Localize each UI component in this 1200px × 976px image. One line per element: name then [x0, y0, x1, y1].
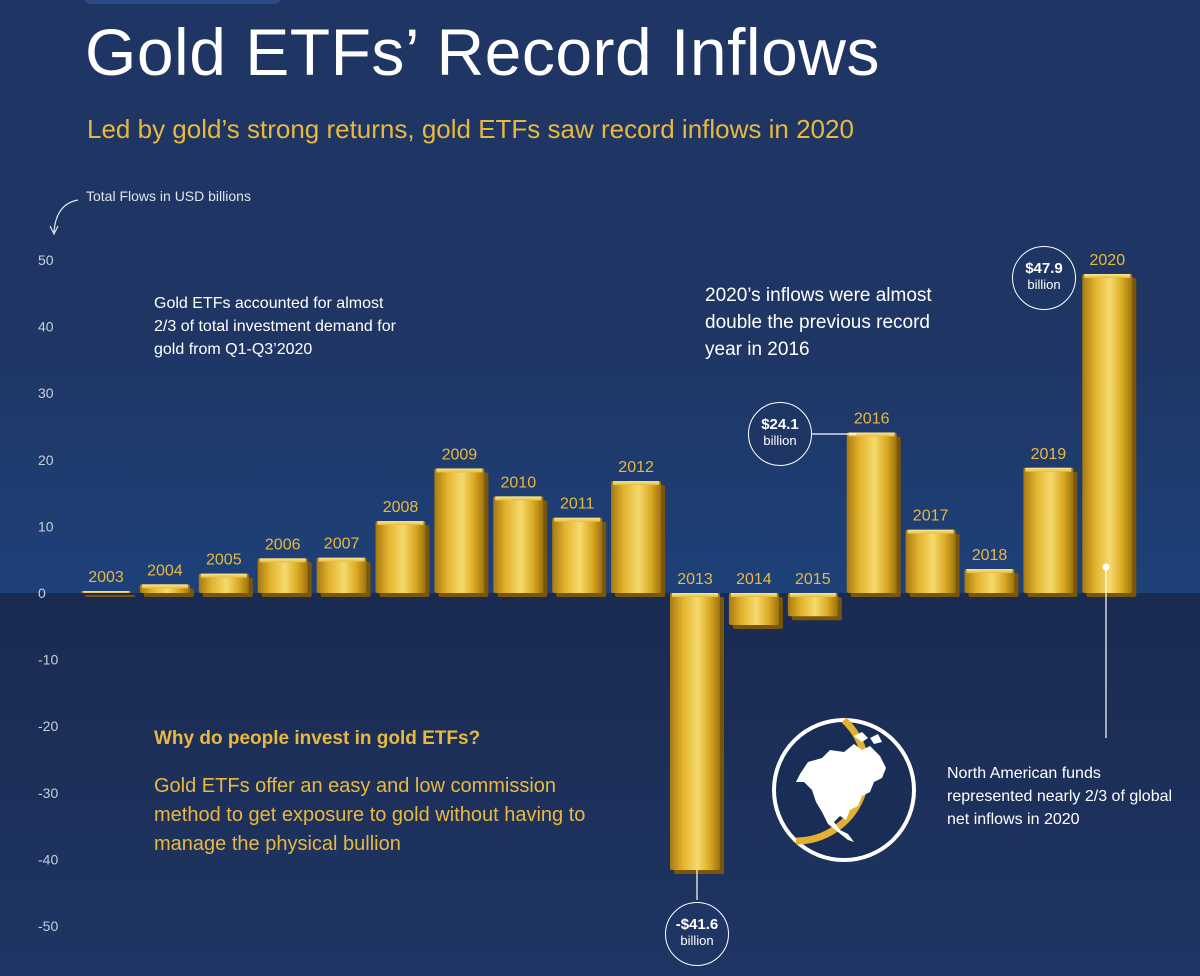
bar-2014: [728, 593, 783, 629]
bar-2004: [139, 584, 194, 597]
bar-2007: [316, 557, 371, 597]
bar-2019: [1023, 467, 1078, 597]
bar-2018: [964, 569, 1019, 597]
x-tick-label: 2008: [383, 499, 419, 516]
callout-2013: -$41.6 billion: [665, 902, 729, 966]
x-tick-label: 2007: [324, 536, 360, 553]
y-tick-label: 30: [38, 385, 54, 401]
y-axis-unit-label: Total Flows in USD billions: [86, 188, 251, 204]
bar-2013: [670, 593, 724, 875]
why-heading: Why do people invest in gold ETFs?: [154, 728, 481, 749]
bar-2016: [846, 432, 901, 597]
background-lower: [0, 593, 1200, 976]
bar-2017: [905, 529, 960, 597]
y-tick-label: 50: [38, 252, 54, 268]
y-tick-label: 20: [38, 452, 54, 468]
bars: [81, 273, 1137, 875]
x-tick-label: 2019: [1031, 446, 1067, 463]
callout-2016-unit: billion: [763, 433, 797, 448]
note-record-year: 2020’s inflows were almost double the pr…: [705, 285, 932, 360]
x-tick-label: 2018: [972, 547, 1008, 564]
bar-2003: [81, 591, 135, 598]
y-tick-label: -40: [38, 851, 58, 867]
x-tick-label: 2011: [560, 496, 595, 513]
x-tick-label: 2009: [442, 446, 478, 463]
x-tick-label: 2017: [913, 508, 949, 525]
callout-2013-unit: billion: [680, 933, 714, 948]
why-text: Gold ETFs offer an easy and low commissi…: [154, 775, 586, 855]
callout-2020-value: $47.9: [1025, 260, 1063, 277]
x-tick-label: 2020: [1090, 252, 1126, 269]
bar-2011: [552, 517, 607, 597]
y-axis: 50 40 30 20 10 0 -10 -20 -30 -40 -50: [38, 252, 58, 934]
x-tick-label: 2012: [618, 459, 654, 476]
x-tick-label: 2016: [854, 410, 890, 427]
north-america-map-icon: [770, 716, 918, 864]
x-tick-label: 2014: [736, 571, 772, 588]
x-tick-label: 2006: [265, 536, 301, 553]
y-tick-label: 10: [38, 518, 54, 534]
bar-2010: [493, 496, 548, 597]
bar-2015: [787, 593, 842, 621]
y-tick-label: -10: [38, 652, 58, 668]
connector-2020-dot: [1102, 563, 1110, 571]
x-tick-label: 2005: [206, 552, 242, 569]
bar-2006: [257, 558, 312, 597]
x-tick-label: 2010: [501, 474, 537, 491]
callout-2020-unit: billion: [1027, 277, 1061, 292]
y-tick-label: 0: [38, 585, 46, 601]
background-upper: [0, 0, 1200, 593]
y-tick-label: -50: [38, 918, 58, 934]
callout-2013-value: -$41.6: [675, 916, 719, 933]
bar-2005: [198, 573, 253, 597]
page-title: Gold ETFs’ Record Inflows: [85, 15, 880, 89]
callout-2016-value: $24.1: [761, 416, 799, 433]
unit-label-arrowhead: [49, 225, 59, 236]
bar-2008: [375, 521, 430, 597]
note-investment-demand: Gold ETFs accounted for almost 2/3 of to…: [154, 295, 396, 358]
callout-2020: $47.9 billion: [1012, 246, 1076, 310]
bar-2020: [1082, 273, 1137, 597]
north-america-note: North American funds represented nearly …: [947, 765, 1173, 828]
bar-2012: [611, 481, 666, 597]
y-tick-label: -30: [38, 785, 58, 801]
x-tick-label: 2013: [677, 571, 713, 588]
x-tick-label: 2004: [147, 562, 183, 579]
x-tick-label: 2003: [88, 569, 124, 586]
y-tick-label: 40: [38, 319, 54, 335]
bar-2009: [434, 468, 489, 597]
x-axis-labels: 2003 2004 2005 2006 2007 2008 2009 2010 2011 2012…: [88, 252, 1125, 588]
page-subtitle: Led by gold’s strong returns, gold ETFs …: [87, 114, 854, 144]
x-tick-label: 2015: [795, 571, 831, 588]
y-tick-label: -20: [38, 718, 58, 734]
callout-2016: $24.1 billion: [748, 402, 812, 466]
header-tab: [85, 0, 280, 4]
unit-label-arrow: [53, 199, 79, 233]
